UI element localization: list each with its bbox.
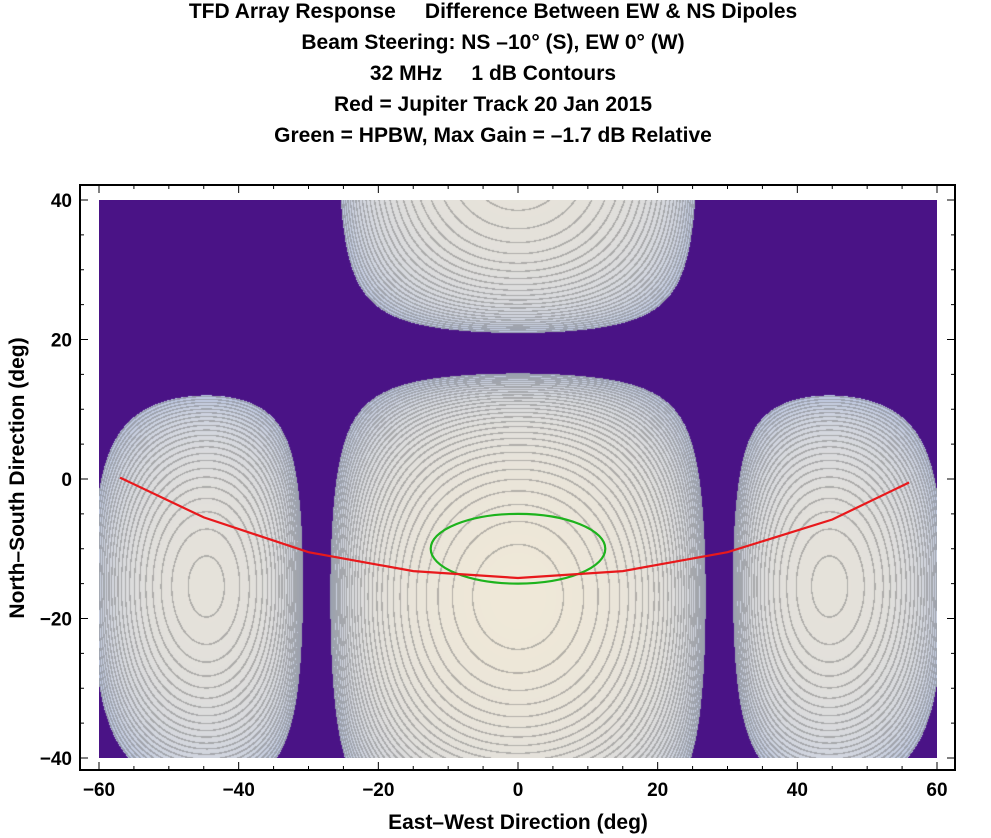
contour-field: [99, 200, 937, 758]
y-tick-label: 0: [61, 470, 72, 491]
x-tick-label: 20: [647, 780, 668, 801]
x-axis-label: East–West Direction (deg): [388, 811, 648, 834]
chart-title-line-2: Beam Steering: NS –10° (S), EW 0° (W): [301, 31, 685, 54]
chart-title-line-1: TFD Array Response Difference Between EW…: [188, 0, 798, 23]
x-tick-label: −40: [223, 780, 255, 801]
y-tick-label: 20: [51, 331, 72, 352]
y-tick-label: −40: [40, 749, 72, 770]
jupiter-track-line: [119, 476, 910, 580]
y-tick-label: 40: [51, 191, 72, 212]
x-tick-label: 40: [787, 780, 808, 801]
y-axis-label: North–South Direction (deg): [6, 337, 29, 618]
chart-title-line-5: Green = HPBW, Max Gain = –1.7 dB Relativ…: [274, 124, 712, 147]
x-tick-label: 60: [926, 780, 947, 801]
y-tick-label: −20: [40, 610, 72, 631]
chart-title-line-3: 32 MHz 1 dB Contours: [369, 62, 617, 85]
x-tick-label: −20: [362, 780, 394, 801]
x-tick-label: 0: [513, 780, 524, 801]
chart-title-line-4: Red = Jupiter Track 20 Jan 2015: [333, 93, 653, 116]
hpbw-ellipse: [429, 512, 607, 585]
x-tick-label: −60: [83, 780, 115, 801]
plot-frame: [79, 184, 956, 771]
